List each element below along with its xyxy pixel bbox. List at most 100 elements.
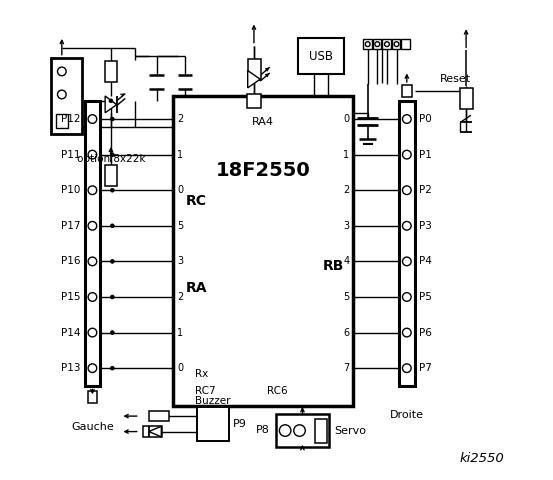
Text: RA: RA: [185, 281, 207, 295]
Circle shape: [88, 257, 97, 266]
Circle shape: [366, 42, 370, 47]
Bar: [402, 85, 411, 97]
Polygon shape: [248, 71, 260, 88]
Circle shape: [403, 150, 411, 159]
Bar: [248, 59, 260, 80]
Polygon shape: [105, 96, 117, 113]
Circle shape: [403, 221, 411, 230]
Circle shape: [88, 364, 97, 372]
Circle shape: [58, 67, 66, 76]
Circle shape: [294, 425, 305, 436]
Text: RC: RC: [185, 194, 206, 208]
Circle shape: [111, 188, 114, 192]
Text: 2: 2: [177, 114, 184, 124]
Bar: [85, 101, 100, 386]
Circle shape: [394, 42, 399, 47]
Text: P16: P16: [61, 256, 81, 266]
Circle shape: [403, 257, 411, 266]
Text: 3: 3: [177, 256, 183, 266]
Circle shape: [403, 115, 411, 123]
Bar: [197, 407, 228, 441]
Text: P11: P11: [61, 150, 81, 160]
Circle shape: [88, 186, 97, 194]
Text: P12: P12: [61, 114, 81, 124]
Circle shape: [403, 186, 411, 194]
Text: P15: P15: [61, 292, 81, 302]
Bar: [401, 39, 410, 49]
Bar: [315, 419, 327, 443]
Text: P9: P9: [233, 419, 247, 429]
Text: P2: P2: [419, 185, 431, 195]
Text: 18F2550: 18F2550: [216, 161, 311, 180]
Text: 3: 3: [343, 221, 349, 231]
Bar: [399, 101, 415, 386]
Polygon shape: [149, 426, 161, 437]
Text: Droite: Droite: [390, 410, 424, 420]
Text: USB: USB: [309, 50, 333, 63]
Text: ki2550: ki2550: [460, 452, 504, 465]
Text: 6: 6: [343, 327, 349, 337]
Text: P17: P17: [61, 221, 81, 231]
Bar: [275, 414, 329, 447]
Circle shape: [375, 42, 380, 47]
Text: Buzzer: Buzzer: [195, 396, 231, 406]
Text: P3: P3: [419, 221, 431, 231]
Circle shape: [88, 221, 97, 230]
Text: option 8x22k: option 8x22k: [77, 154, 145, 164]
Text: 4: 4: [343, 256, 349, 266]
Bar: [149, 411, 169, 421]
Text: RB: RB: [322, 259, 344, 273]
Text: 1: 1: [177, 327, 183, 337]
Bar: [373, 39, 381, 49]
Bar: [87, 391, 97, 403]
Bar: [56, 114, 68, 128]
Circle shape: [111, 153, 114, 156]
Text: 2: 2: [343, 185, 349, 195]
Bar: [460, 88, 473, 109]
Circle shape: [111, 260, 114, 264]
Circle shape: [58, 90, 66, 99]
Text: 5: 5: [177, 221, 184, 231]
Circle shape: [109, 99, 113, 103]
Text: 0: 0: [177, 185, 183, 195]
Text: P0: P0: [419, 114, 431, 124]
Bar: [382, 39, 391, 49]
Text: RC7: RC7: [195, 386, 216, 396]
Bar: [247, 94, 261, 108]
Text: RA4: RA4: [252, 118, 274, 127]
Text: 7: 7: [343, 363, 349, 373]
Text: P5: P5: [419, 292, 431, 302]
Text: P8: P8: [256, 425, 270, 434]
Circle shape: [88, 328, 97, 337]
Circle shape: [403, 364, 411, 372]
Text: 0: 0: [177, 363, 183, 373]
Circle shape: [88, 150, 97, 159]
Bar: [51, 58, 82, 134]
Circle shape: [403, 293, 411, 301]
Circle shape: [111, 117, 114, 121]
Text: 1: 1: [343, 150, 349, 160]
Circle shape: [279, 425, 291, 436]
Bar: [173, 96, 353, 406]
Bar: [298, 38, 344, 74]
Text: RC6: RC6: [267, 386, 288, 396]
Text: 1: 1: [177, 150, 183, 160]
Bar: [143, 426, 162, 437]
Circle shape: [88, 293, 97, 301]
Text: Rx: Rx: [195, 370, 208, 379]
Circle shape: [111, 331, 114, 335]
Bar: [105, 61, 117, 82]
Circle shape: [88, 115, 97, 123]
Text: P14: P14: [61, 327, 81, 337]
Text: P6: P6: [419, 327, 431, 337]
Circle shape: [384, 42, 389, 47]
Bar: [105, 165, 117, 186]
Bar: [363, 39, 372, 49]
Circle shape: [111, 366, 114, 370]
Circle shape: [111, 224, 114, 228]
Circle shape: [403, 328, 411, 337]
Text: 2: 2: [177, 292, 184, 302]
Text: P13: P13: [61, 363, 81, 373]
Text: Servo: Servo: [334, 426, 366, 435]
Text: 0: 0: [343, 114, 349, 124]
